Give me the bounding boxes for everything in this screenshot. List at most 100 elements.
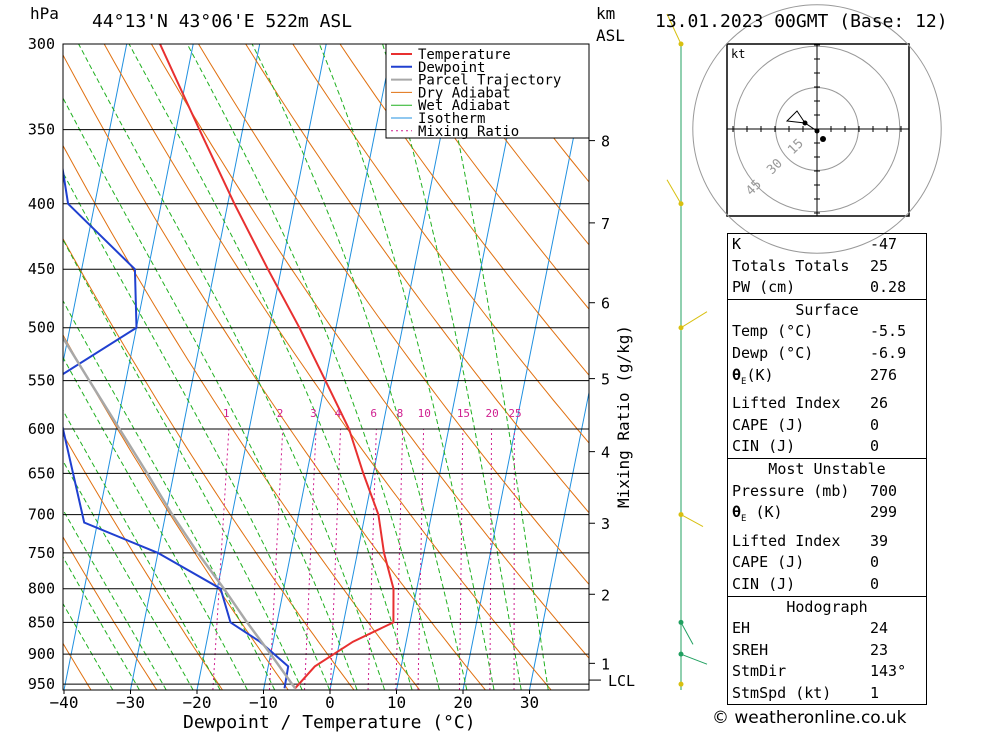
mixing-ratio-label: 15 — [457, 407, 470, 420]
series-line-dewpoint — [63, 165, 290, 689]
index-row: CIN (J) 0 — [728, 436, 926, 458]
dry-adiabat-line — [103, 44, 552, 690]
mixing-ratio-label: 3 — [310, 407, 317, 420]
isotherm-line — [462, 57, 589, 690]
mixing-ratio-label: 10 — [418, 407, 431, 420]
km-label: km — [596, 4, 615, 23]
km-tick-label: 5 — [601, 371, 610, 389]
pressure-tick-label: 550 — [28, 372, 55, 390]
wind-barb — [680, 622, 694, 645]
index-value: -47 — [870, 235, 898, 253]
wind-level-dot — [678, 41, 684, 47]
wet-adiabat-line — [318, 44, 495, 690]
index-label: Lifted Index — [732, 531, 841, 550]
mixing-ratio-line — [268, 428, 284, 690]
x-tick-label: −40 — [50, 693, 79, 712]
wet-adiabat-line — [382, 44, 522, 690]
mixing-ratio-line — [395, 428, 404, 690]
isotherm-line — [63, 44, 194, 690]
legend-item-label: Dewpoint — [418, 60, 485, 76]
index-row: CAPE (J) 0 — [728, 552, 926, 574]
dry-adiabat-line — [150, 44, 589, 659]
index-value: 26 — [870, 394, 889, 413]
index-row: Lifted Index 26 — [728, 393, 926, 415]
isotherm-line — [63, 44, 128, 366]
index-value: 299 — [870, 503, 898, 522]
hodograph-unit-label: kt — [731, 47, 745, 61]
index-label: StmSpd (kt) — [732, 683, 832, 702]
pressure-tick-label: 600 — [28, 420, 55, 438]
mixing-ratio-axis-title: Mixing Ratio (g/kg) — [614, 325, 633, 508]
sounding-curves — [63, 44, 395, 690]
index-row: StmSpd (kt) 1 — [728, 683, 926, 705]
mixing-ratio-label: 6 — [370, 407, 377, 420]
credit-text[interactable]: © weatheronline.co.uk — [712, 708, 907, 728]
index-row: CAPE (J) 0 — [728, 415, 926, 437]
index-value: 0 — [870, 553, 880, 572]
indices-table: K -47 Totals Totals 25 PW (cm) 0.28 Surface T… — [727, 233, 927, 706]
wind-level-dot — [678, 681, 684, 687]
mixing-ratio-line — [329, 428, 342, 690]
mixing-ratio-label: 25 — [508, 407, 521, 420]
wet-adiabat-line — [63, 96, 358, 690]
legend-box — [385, 43, 590, 139]
wet-adiabat-line — [128, 44, 413, 690]
indices-most-unstable: Most Unstable Pressure (mb) 700 θE (K) 299 L… — [728, 457, 926, 596]
mixing-ratio-line — [458, 428, 464, 690]
dry-adiabat-line — [63, 237, 355, 690]
hodograph-ring — [692, 4, 942, 254]
index-row: Lifted Index 39 — [728, 531, 926, 553]
index-label: CAPE (J) — [732, 415, 805, 434]
x-tick-label: 10 — [387, 693, 406, 712]
km-tick-label: 7 — [601, 215, 610, 233]
datetime-title: 13.01.2023 00GMT (Base: 12) — [655, 11, 948, 32]
wind-level-dot — [678, 325, 684, 331]
wind-level-dot — [678, 651, 684, 657]
hodograph-point — [814, 128, 820, 134]
pressure-tick-label: 750 — [28, 544, 55, 562]
mixing-ratio-line — [212, 428, 230, 690]
km-tick-label: 6 — [601, 295, 610, 313]
mixing-ratio-label: 1 — [223, 407, 230, 420]
legend-item-label: Dry Adiabat — [418, 85, 511, 101]
km-tick-label: 2 — [601, 586, 610, 604]
index-label: CIN (J) — [732, 574, 796, 593]
hodograph-point — [802, 120, 808, 126]
plot-grid-lines — [63, 44, 589, 690]
pressure-tick-label: 950 — [28, 675, 55, 693]
location-title: 44°13'N 43°06'E 522m ASL — [92, 11, 352, 32]
index-value: 0 — [870, 437, 880, 456]
wet-adiabat-line — [251, 44, 468, 690]
index-row: StmDir 143° — [728, 661, 926, 683]
km-tick-label: 4 — [601, 444, 610, 462]
series-line-parcel-trajectory — [63, 335, 297, 690]
index-row: PW (cm) 0.28 — [728, 277, 926, 299]
legend-item-label: Isotherm — [418, 111, 485, 127]
index-row: SREH 23 — [728, 640, 926, 662]
index-value: 23 — [870, 640, 889, 659]
dry-adiabat-line — [292, 44, 589, 444]
index-row: CIN (J) 0 — [728, 574, 926, 596]
dry-adiabat-line — [386, 44, 589, 310]
wind-level-dot — [678, 619, 684, 625]
wet-adiabat-line — [63, 602, 114, 690]
wind-barb — [666, 179, 682, 205]
x-axis-title: Dewpoint / Temperature (°C) — [183, 712, 476, 733]
x-tick-label: 30 — [520, 693, 539, 712]
index-row: Temp (°C) -5.5 — [728, 321, 926, 343]
index-value: 0 — [870, 574, 880, 593]
isotherm-line — [263, 44, 394, 690]
km-tick-label: 3 — [601, 515, 610, 533]
series-line-temperature — [159, 44, 395, 689]
index-value: 276 — [870, 365, 898, 384]
index-row: Totals Totals 25 — [728, 256, 926, 278]
dry-adiabat-line — [339, 44, 589, 376]
dry-adiabat-line — [245, 44, 589, 514]
index-label: θE(K) — [732, 365, 774, 387]
index-label: Pressure (mb) — [732, 481, 850, 500]
isotherm-line — [396, 44, 527, 690]
x-tick-label: −30 — [116, 693, 145, 712]
dry-adiabat-line — [197, 44, 589, 586]
wind-barb — [680, 514, 704, 528]
legend-item-label: Temperature — [418, 47, 511, 63]
